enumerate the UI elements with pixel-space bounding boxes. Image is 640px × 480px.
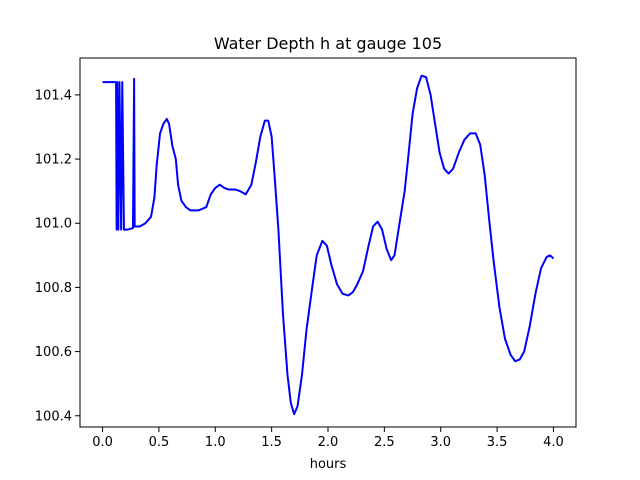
x-axis-label: hours <box>310 457 347 472</box>
x-tick-label: 1.5 <box>261 435 282 450</box>
y-tick-label: 100.6 <box>35 345 72 360</box>
y-tick-label: 101.4 <box>35 88 72 103</box>
chart-title: Water Depth h at gauge 105 <box>214 34 442 53</box>
y-tick-label: 101.0 <box>35 217 72 232</box>
x-tick-label: 3.5 <box>487 435 508 450</box>
x-tick-label: 2.0 <box>318 435 339 450</box>
x-tick-label: 1.0 <box>205 435 226 450</box>
x-tick-label: 0.5 <box>149 435 170 450</box>
x-tick-label: 0.0 <box>92 435 113 450</box>
y-tick-label: 100.4 <box>35 409 72 424</box>
plot-area: 0.0 0.5 1.0 1.5 2.0 2.5 3.0 3.5 4.0 100.4 100.6 100… <box>35 57 577 450</box>
x-tick-label: 3.0 <box>430 435 451 450</box>
y-tick-label: 101.2 <box>35 153 72 168</box>
series-line-0 <box>102 74 555 416</box>
y-tick-label: 100.8 <box>35 281 72 296</box>
x-tick-label: 4.0 <box>543 435 564 450</box>
x-tick-label: 2.5 <box>374 435 395 450</box>
